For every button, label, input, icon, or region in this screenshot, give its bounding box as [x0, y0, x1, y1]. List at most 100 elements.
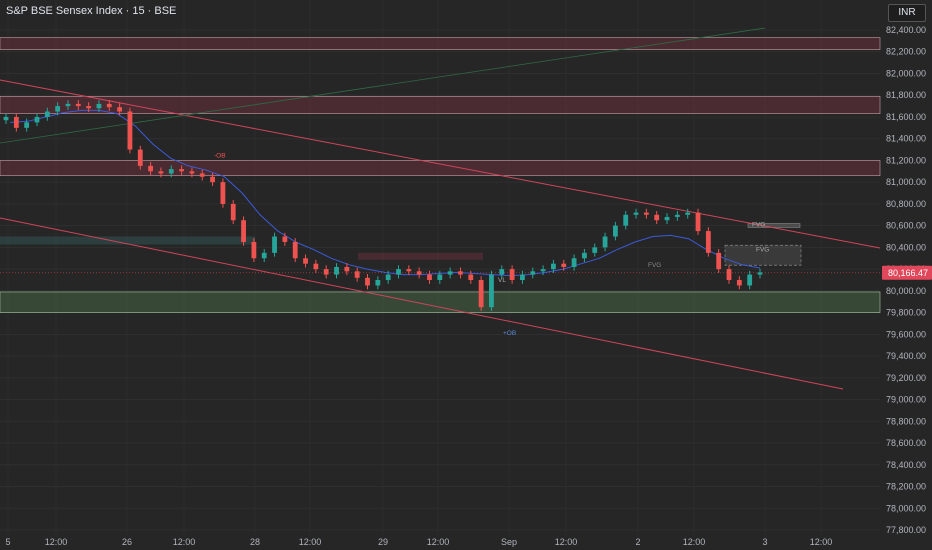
fvg-zone-mid	[358, 252, 483, 260]
candle-body	[561, 263, 567, 267]
candle-body	[726, 269, 732, 280]
candle-body	[478, 280, 484, 308]
ob-bottom-label: +OB	[503, 330, 516, 337]
rising-trend-line	[0, 27, 766, 144]
y-tick-label: 81,400.00	[886, 134, 926, 144]
x-tick-label: 5	[5, 537, 10, 547]
candle-body	[385, 274, 391, 280]
x-tick-label: 12:00	[427, 537, 450, 547]
candle-body	[623, 214, 629, 226]
y-tick-label: 79,200.00	[886, 373, 926, 383]
candle-body	[292, 241, 298, 259]
y-tick-label: 79,800.00	[886, 308, 926, 318]
candle-body	[633, 212, 639, 215]
y-tick-label: 82,200.00	[886, 47, 926, 57]
candle-body	[137, 149, 143, 166]
fvg-label-top: FVG	[752, 221, 765, 228]
y-tick-label: 77,800.00	[886, 525, 926, 535]
channel-lower-line	[0, 217, 844, 390]
ob-top-label: -OB	[214, 152, 226, 159]
candle-body	[13, 116, 19, 128]
annotations-layer: -OB +OB FVG FVG FVG VL	[214, 152, 769, 336]
candle-body	[86, 106, 92, 109]
candle-body	[3, 116, 9, 121]
candle-body	[344, 266, 350, 272]
candle-body	[499, 269, 505, 275]
candle-body	[127, 111, 133, 150]
candle-body	[716, 252, 722, 270]
y-tick-label: 78,600.00	[886, 438, 926, 448]
candle-body	[592, 247, 598, 253]
candle-body	[261, 252, 267, 259]
candle-body	[674, 214, 680, 217]
y-tick-label: 81,600.00	[886, 112, 926, 122]
support-zone	[0, 291, 881, 313]
candle-body	[416, 271, 422, 275]
y-tick-label: 80,600.00	[886, 221, 926, 231]
candle-body	[427, 274, 432, 280]
candle-body	[354, 271, 360, 278]
y-tick-label: 82,000.00	[886, 68, 926, 78]
candle-body	[220, 182, 226, 204]
candle-body	[612, 225, 618, 237]
candle-body	[447, 271, 453, 275]
y-tick-label: 79,400.00	[886, 351, 926, 361]
candle-body	[189, 171, 195, 174]
candle-body	[199, 173, 205, 177]
chart-title: S&P BSE Sensex Index · 15 · BSE	[6, 5, 177, 17]
candle-body	[509, 269, 515, 280]
y-tick-label: 78,400.00	[886, 460, 926, 470]
candles-layer	[3, 100, 763, 311]
candle-body	[313, 263, 319, 270]
candle-body	[458, 271, 463, 275]
candle-body	[117, 107, 123, 112]
y-tick-label: 81,200.00	[886, 155, 926, 165]
fvg-label-right: FVG	[756, 247, 769, 254]
y-tick-label: 78,000.00	[886, 503, 926, 513]
candle-body	[695, 212, 701, 232]
last-price-badge	[882, 265, 932, 280]
time-axis[interactable]: 5 12:00 26 12:00 28 12:00 29 12:00 Sep 12:00 2 12:0…	[5, 537, 832, 547]
channel-upper-line	[0, 79, 881, 249]
candle-body	[685, 212, 691, 215]
moving-average-line	[9, 109, 761, 277]
plot-background	[0, 0, 880, 535]
candle-body	[230, 203, 236, 221]
candle-body	[468, 274, 474, 280]
candle-body	[582, 252, 587, 259]
candle-body	[96, 103, 102, 109]
candle-body	[664, 216, 670, 221]
x-tick-label: 12:00	[555, 537, 578, 547]
candle-body	[251, 241, 257, 259]
x-tick-label: Sep	[501, 537, 517, 547]
x-tick-label: 26	[122, 537, 132, 547]
candle-body	[551, 263, 556, 270]
candle-body	[396, 269, 401, 275]
x-tick-label: 29	[378, 537, 388, 547]
currency-button[interactable]: INR	[888, 4, 926, 22]
candle-body	[530, 271, 536, 275]
x-tick-label: 3	[762, 537, 767, 547]
y-tick-label: 80,800.00	[886, 199, 926, 209]
candle-body	[34, 116, 40, 123]
x-tick-label: 12:00	[45, 537, 68, 547]
y-tick-label: 79,600.00	[886, 329, 926, 339]
candle-body	[705, 231, 711, 253]
x-tick-label: 12:00	[810, 537, 833, 547]
candle-body	[179, 169, 184, 172]
candle-body	[106, 103, 112, 108]
candle-body	[747, 274, 753, 286]
candle-body	[571, 258, 577, 267]
candle-body	[437, 274, 443, 280]
price-axis[interactable]: 82,400.00 82,200.00 82,000.00 81,800.00 81,6…	[882, 25, 932, 535]
candle-body	[375, 280, 381, 286]
candle-body	[334, 266, 339, 275]
last-price-label: 80,166.47	[888, 268, 928, 278]
y-tick-label: 79,000.00	[886, 395, 926, 405]
candle-body	[736, 280, 742, 286]
x-tick-label: 12:00	[683, 537, 706, 547]
candle-body	[406, 269, 412, 272]
x-tick-label: 2	[635, 537, 640, 547]
candle-body	[654, 214, 660, 221]
